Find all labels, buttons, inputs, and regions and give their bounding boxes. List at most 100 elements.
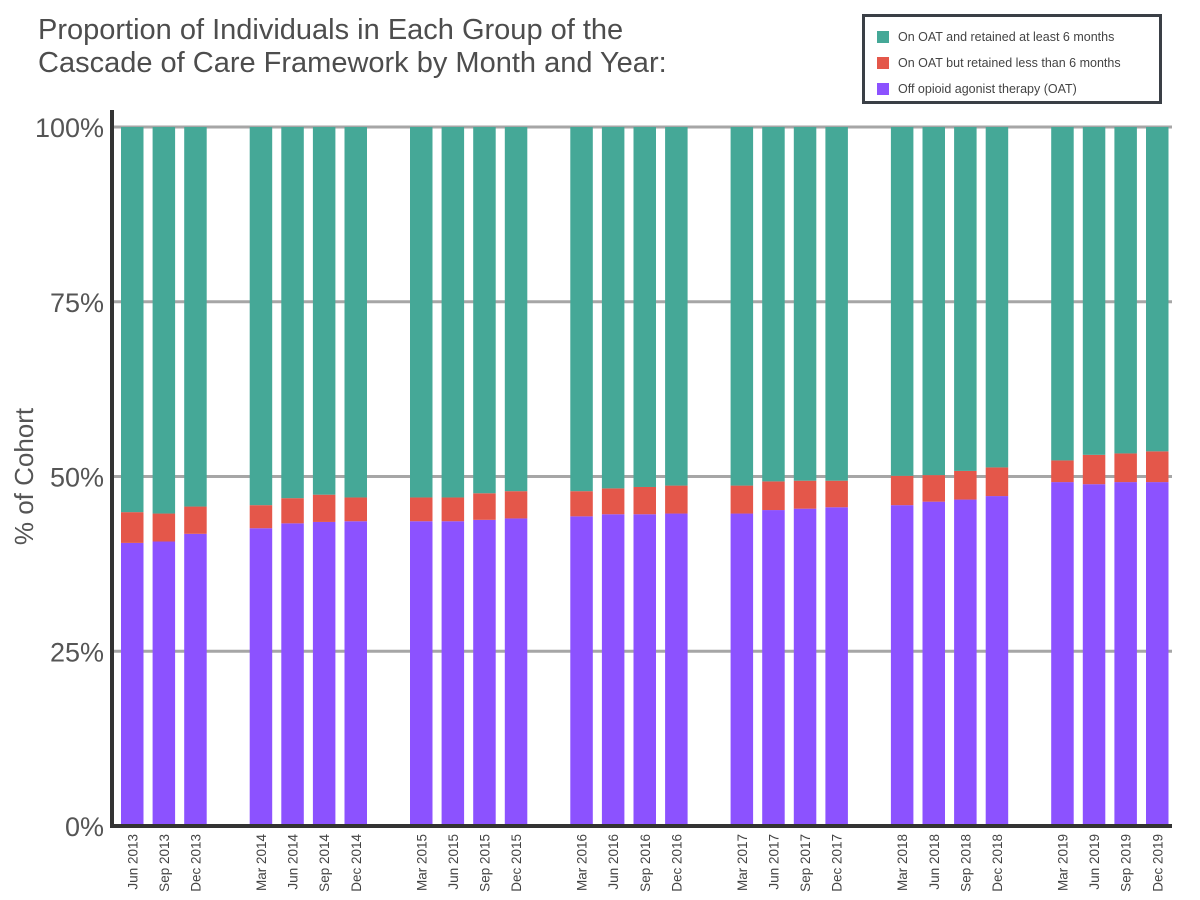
x-tick-label: Jun 2016 xyxy=(606,834,621,890)
x-tick-label: Dec 2015 xyxy=(509,834,524,892)
x-tick-label: Jun 2014 xyxy=(286,834,301,890)
x-tick-label: Mar 2017 xyxy=(735,834,750,891)
x-tick-label: Sep 2014 xyxy=(317,834,332,892)
x-tick-label: Sep 2019 xyxy=(1119,834,1134,892)
bar-segment-off xyxy=(152,541,176,826)
x-tick-label: Mar 2014 xyxy=(254,834,269,892)
bar-segment-short xyxy=(1146,451,1169,483)
bar-segment-retained xyxy=(793,127,817,481)
bar-segment-retained xyxy=(281,127,304,499)
bar-segment-off xyxy=(121,542,144,826)
bar-segment-short xyxy=(793,480,817,509)
bar-segment-retained xyxy=(922,127,945,476)
x-tick-label: Sep 2013 xyxy=(157,834,172,892)
legend-label-off: Off opioid agonist therapy (OAT) xyxy=(898,82,1077,96)
bar-segment-short xyxy=(922,475,945,502)
y-tick-label: 100% xyxy=(35,113,104,143)
legend-swatch-short xyxy=(877,57,889,69)
y-tick-label: 25% xyxy=(50,637,104,667)
chart-legend: On OAT and retained at least 6 months On… xyxy=(862,14,1162,104)
x-tick-label: Dec 2016 xyxy=(669,834,684,892)
bar-segment-off xyxy=(985,496,1009,826)
x-tick-label: Jun 2018 xyxy=(927,834,942,890)
bar-segment-short xyxy=(184,506,207,534)
x-tick-label: Jun 2019 xyxy=(1087,834,1102,890)
bar-segment-off xyxy=(954,499,977,826)
x-tick-label: Dec 2017 xyxy=(830,834,845,892)
bar-segment-off xyxy=(922,501,945,826)
x-tick-label: Dec 2014 xyxy=(349,834,364,892)
bar-segment-retained xyxy=(665,127,688,486)
bar-segment-retained xyxy=(121,127,144,513)
bar-segment-short xyxy=(249,505,273,529)
y-axis-title: % of Cohort xyxy=(9,407,39,545)
bar-segment-retained xyxy=(570,127,593,492)
bar-segment-short xyxy=(825,480,848,508)
bar-segment-short xyxy=(344,497,367,522)
x-tick-label: Dec 2019 xyxy=(1150,834,1165,892)
legend-label-retained: On OAT and retained at least 6 months xyxy=(898,30,1115,44)
bar-segment-retained xyxy=(184,127,207,507)
bar-segment-short xyxy=(281,498,304,524)
bar-segment-retained xyxy=(601,127,625,489)
bar-segment-short xyxy=(985,467,1009,497)
axis-labels: 0% 25% 50% 75% 100% % of Cohort Jun 2013 Sep 20… xyxy=(9,113,1165,892)
bar-segment-retained xyxy=(410,127,433,498)
x-tick-label: Sep 2016 xyxy=(638,834,653,892)
x-tick-label: Mar 2016 xyxy=(575,834,590,891)
bar-segment-short xyxy=(312,494,336,522)
bar-segment-short xyxy=(473,493,496,520)
bar-segment-retained xyxy=(473,127,496,494)
bar-segment-off xyxy=(665,513,688,826)
x-tick-label: Dec 2013 xyxy=(188,834,203,892)
bar-segment-retained xyxy=(730,127,754,486)
bar-segment-off xyxy=(441,521,465,826)
bar-segment-short xyxy=(1082,454,1106,485)
x-tick-label: Mar 2015 xyxy=(414,834,429,891)
bar-segment-retained xyxy=(1082,127,1106,455)
bar-segment-off xyxy=(249,528,273,826)
bar-segment-off xyxy=(473,519,496,826)
bar-segment-off xyxy=(281,523,304,826)
bar-segment-retained xyxy=(312,127,336,495)
legend-item-retained: On OAT and retained at least 6 months xyxy=(877,28,1114,46)
bar-segment-retained xyxy=(152,127,176,514)
y-tick-label: 50% xyxy=(50,463,104,493)
bar-segment-short xyxy=(730,485,754,514)
bar-segment-off xyxy=(184,533,207,826)
x-tick-label: Mar 2019 xyxy=(1055,834,1070,891)
x-tick-label: Sep 2018 xyxy=(958,834,973,892)
bar-segment-off xyxy=(312,521,336,826)
bar-segment-retained xyxy=(1051,127,1074,461)
bar-segment-off xyxy=(825,507,848,826)
bar-segment-off xyxy=(344,521,367,826)
bar-segment-retained xyxy=(825,127,848,481)
bar-segment-off xyxy=(890,505,914,826)
bar-segment-retained xyxy=(441,127,465,498)
bar-segment-retained xyxy=(890,127,914,476)
bar-segment-short xyxy=(890,475,914,506)
y-tick-label: 75% xyxy=(50,288,104,318)
chart-title: Proportion of Individuals in Each Group … xyxy=(38,14,838,80)
bar-segment-short xyxy=(1114,453,1137,483)
axes xyxy=(110,110,1172,828)
bars xyxy=(121,127,1169,826)
bar-segment-short xyxy=(954,470,977,500)
bar-segment-retained xyxy=(1146,127,1169,452)
bar-segment-off xyxy=(633,514,656,826)
bar-segment-off xyxy=(1082,484,1106,826)
x-tick-label: Jun 2017 xyxy=(766,834,781,890)
bar-segment-short xyxy=(570,491,593,517)
legend-swatch-retained xyxy=(877,31,889,43)
bar-segment-retained xyxy=(762,127,785,482)
x-tick-label: Mar 2018 xyxy=(895,834,910,891)
x-tick-label: Sep 2015 xyxy=(477,834,492,892)
x-tick-label: Sep 2017 xyxy=(798,834,813,892)
bar-segment-off xyxy=(1146,482,1169,826)
bar-segment-off xyxy=(1114,482,1137,826)
x-tick-label: Dec 2018 xyxy=(990,834,1005,892)
bar-segment-off xyxy=(601,514,625,826)
bar-segment-short xyxy=(601,488,625,515)
legend-swatch-off xyxy=(877,83,889,95)
